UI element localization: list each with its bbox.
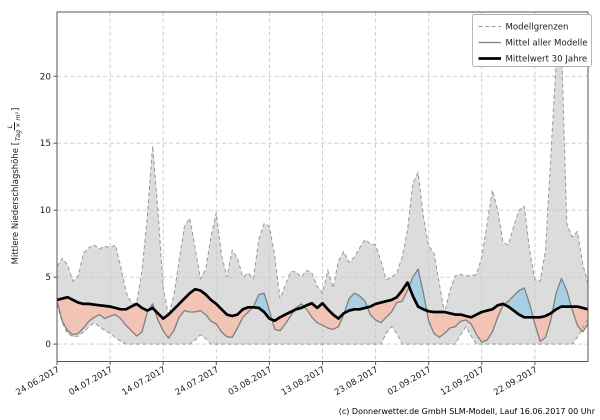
y-axis-unit-denominator: Tag × m² xyxy=(15,111,23,141)
legend-item-solid-gray: Mittel aller Modelle xyxy=(478,39,588,49)
y-axis-unit-fraction: L Tag × m² xyxy=(7,112,22,141)
copyright-footer: (c) Donnerwetter.de GmbH SLM-Modell, Lau… xyxy=(338,407,595,416)
y-axis-unit-numerator: L xyxy=(7,122,16,131)
model-mean-line xyxy=(56,268,589,343)
x-tick-label: 03.08.2017 xyxy=(227,365,274,398)
legend-label: Modellgrenzen xyxy=(506,23,569,33)
x-tick-label: 22.09.2017 xyxy=(492,365,539,398)
x-tick-label: 14.07.2017 xyxy=(121,365,168,398)
y-tick-label: 10 xyxy=(40,206,52,216)
legend: Modellgrenzen Mittel aller Modelle Mittelw… xyxy=(472,14,592,67)
below-normal-fill xyxy=(57,282,588,343)
legend-item-dashed-gray: Modellgrenzen xyxy=(478,23,569,33)
y-tick-label: 20 xyxy=(40,72,52,82)
x-tick-label: 24.06.2017 xyxy=(14,365,61,398)
model-range-lower-line xyxy=(56,303,589,345)
x-tick-label: 23.08.2017 xyxy=(333,365,380,398)
legend-item-thick-black: Mittelwert 30 Jahre xyxy=(478,55,588,65)
y-axis-label: Mittlere Niederschlagshöhe [L Tag × m²] xyxy=(7,107,23,265)
x-tick-label: 02.09.2017 xyxy=(386,365,433,398)
y-tick-label: 5 xyxy=(45,273,51,283)
legend-box xyxy=(472,14,592,67)
x-tick-label: 24.07.2017 xyxy=(174,365,221,398)
x-tick-label: 04.07.2017 xyxy=(67,365,114,398)
x-tick-label: 12.09.2017 xyxy=(439,365,486,398)
model-range-band xyxy=(57,45,588,345)
y-axis-label-suffix: ] xyxy=(11,107,22,111)
climatology-line xyxy=(56,281,589,323)
y-tick-label: 15 xyxy=(40,139,51,149)
x-tick-label: 13.08.2017 xyxy=(280,365,327,398)
legend-label: Mittel aller Modelle xyxy=(506,39,588,49)
legend-label: Mittelwert 30 Jahre xyxy=(506,55,588,65)
axes: 0 5 10 15 20 24.06.2017 04.07.2017 14.07.2017 24… xyxy=(14,72,539,398)
y-axis-label-prefix: Mittlere Niederschlagshöhe [ xyxy=(11,141,22,265)
y-tick-label: 0 xyxy=(45,340,51,350)
model-range-upper-line xyxy=(56,45,589,317)
